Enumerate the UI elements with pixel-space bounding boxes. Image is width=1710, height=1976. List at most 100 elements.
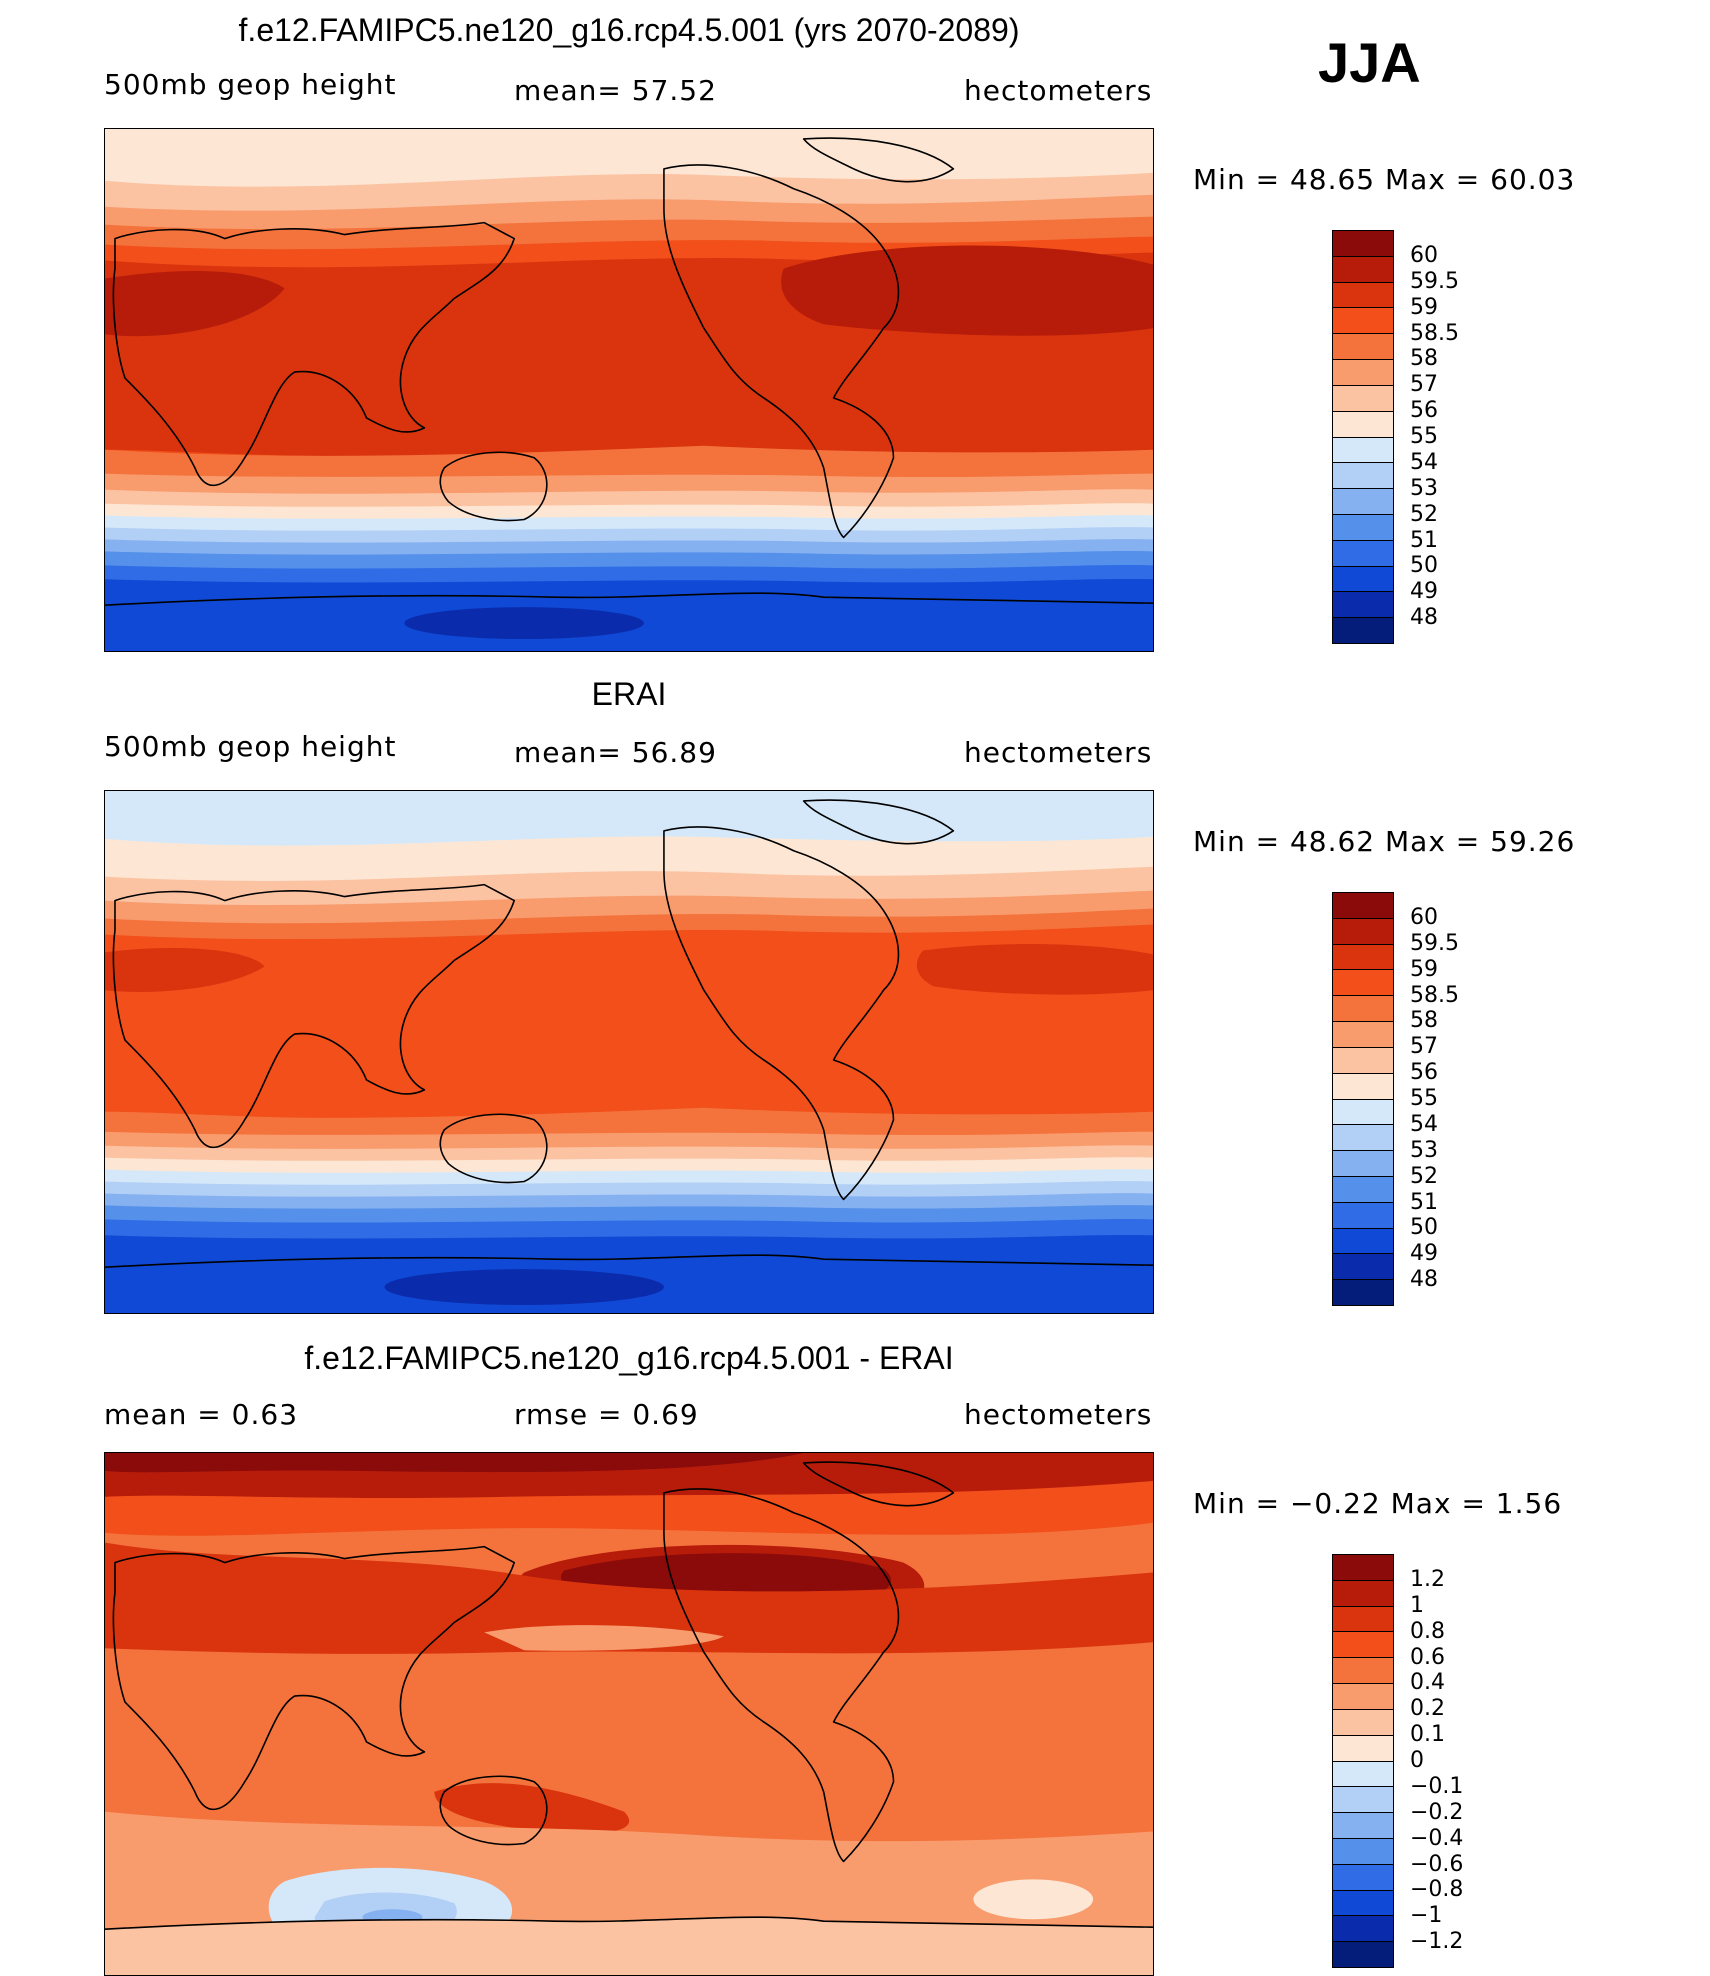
- colorbar-tick-label: 52: [1410, 1163, 1438, 1189]
- colorbar-tick-label: −0.6: [1410, 1851, 1464, 1877]
- colorbar-tick-label: 58.5: [1410, 320, 1459, 346]
- colorbar-swatch: [1333, 231, 1393, 256]
- colorbar-swatch: [1333, 359, 1393, 385]
- panel3-mean-label: mean = 0.63: [104, 1398, 299, 1431]
- panel3-title: f.e12.FAMIPC5.ne120_g16.rcp4.5.001 - ERA…: [304, 1340, 954, 1376]
- panel3-contour-field: [105, 1453, 1153, 1975]
- band-59.5-60-west: [105, 271, 285, 337]
- colorbar-swatch: [1333, 488, 1393, 514]
- colorbar-tick-label: −0.8: [1410, 1877, 1464, 1903]
- panel2-mean-label: mean= 56.89: [514, 736, 717, 769]
- south-49-50: [105, 578, 1153, 651]
- season-label: JJA: [1318, 31, 1421, 94]
- panel2-title: ERAI: [591, 676, 667, 712]
- panel1-colorbar: [1332, 230, 1394, 644]
- colorbar-tick-label: 56: [1410, 398, 1438, 424]
- colorbar-swatch: [1333, 436, 1393, 463]
- colorbar-tick-label: 59: [1410, 956, 1438, 982]
- band-0.2-0.4-pacific: [484, 1625, 724, 1651]
- colorbar-tick-label: 0.8: [1410, 1618, 1445, 1644]
- colorbar-swatch: [1333, 1555, 1393, 1580]
- south-48-49: [404, 607, 644, 640]
- colorbar-tick-label: 49: [1410, 579, 1438, 605]
- colorbar-swatch: [1333, 1734, 1393, 1761]
- band-0.8-1-midlat: [105, 1542, 1153, 1654]
- colorbar-swatch: [1333, 1124, 1393, 1151]
- coast-americas: [663, 1488, 900, 1863]
- colorbar-swatch: [1333, 1150, 1393, 1176]
- panel3-rmse-label: rmse = 0.69: [514, 1398, 699, 1431]
- colorbar-swatch: [1333, 1175, 1393, 1202]
- panel3-units-label: hectometers: [964, 1398, 1153, 1431]
- colorbar-tick-label: 0.4: [1410, 1670, 1445, 1696]
- colorbar-swatch: [1333, 513, 1393, 540]
- colorbar-swatch: [1333, 1046, 1393, 1073]
- band-gt-1.2-north: [105, 1453, 804, 1473]
- colorbar-tick-label: 59.5: [1410, 930, 1459, 956]
- colorbar-swatch: [1333, 1227, 1393, 1254]
- colorbar-tick-label: 50: [1410, 1215, 1438, 1241]
- panel3-minmax: Min = −0.22 Max = 1.56: [1193, 1487, 1563, 1520]
- south-48-49: [384, 1269, 664, 1306]
- colorbar-tick-label: 53: [1410, 475, 1438, 501]
- panel1-map: [104, 128, 1154, 652]
- colorbar-tick-label: 55: [1410, 1086, 1438, 1111]
- panel2-units-label: hectometers: [964, 736, 1153, 769]
- coast-antarctica: [105, 1254, 1153, 1268]
- coast-eurasia-africa: [112, 221, 516, 486]
- colorbar-swatch: [1333, 307, 1393, 334]
- colorbar-swatch: [1333, 591, 1393, 618]
- colorbar-swatch: [1333, 1201, 1393, 1228]
- colorbar-swatch: [1333, 333, 1393, 360]
- colorbar-swatch: [1333, 410, 1393, 437]
- panel2-minmax: Min = 48.62 Max = 59.26: [1193, 825, 1576, 858]
- panel2-colorbar-labels: 60 59.5 59 58.5 58 57 56 55 54 53 52 51 50 49 48: [1410, 892, 1510, 1306]
- colorbar-swatch: [1333, 384, 1393, 411]
- colorbar-tick-label: 54: [1410, 1111, 1438, 1137]
- colorbar-tick-label: 59.5: [1410, 268, 1459, 294]
- coast-antarctica: [105, 592, 1153, 606]
- coast-australia: [439, 1775, 548, 1846]
- panel2-colorbar: [1332, 892, 1394, 1306]
- colorbar-swatch: [1333, 617, 1393, 643]
- colorbar-swatch: [1333, 1837, 1393, 1864]
- colorbar-swatch: [1333, 255, 1393, 282]
- panel1-colorbar-labels: 60 59.5 59 58.5 58 57 56 55 54 53 52 51 50 49 48: [1410, 230, 1510, 644]
- colorbar-swatch: [1333, 1605, 1393, 1632]
- colorbar-swatch: [1333, 1098, 1393, 1125]
- colorbar-swatch: [1333, 1072, 1393, 1099]
- colorbar-tick-label: 0.2: [1410, 1696, 1445, 1722]
- band-59-59.5-east: [916, 944, 1153, 995]
- colorbar-tick-label: 48: [1410, 1267, 1438, 1293]
- colorbar-swatch: [1333, 281, 1393, 308]
- panel1-title: f.e12.FAMIPC5.ne120_g16.rcp4.5.001 (yrs …: [238, 12, 1020, 48]
- colorbar-swatch: [1333, 1708, 1393, 1735]
- colorbar-swatch: [1333, 1889, 1393, 1916]
- colorbar-swatch: [1333, 1579, 1393, 1606]
- coast-antarctica: [105, 1916, 1153, 1930]
- colorbar-swatch: [1333, 539, 1393, 566]
- colorbar-tick-label: 52: [1410, 501, 1438, 527]
- colorbar-swatch: [1333, 1021, 1393, 1047]
- colorbar-swatch: [1333, 1683, 1393, 1709]
- colorbar-swatch: [1333, 1941, 1393, 1967]
- colorbar-tick-label: 1: [1410, 1592, 1424, 1618]
- colorbar-tick-label: 48: [1410, 605, 1438, 631]
- coast-eurasia-africa: [112, 883, 516, 1148]
- colorbar-tick-label: 51: [1410, 527, 1438, 553]
- band-0.1-0.2-antarctic: [105, 1917, 1153, 1975]
- panel3-colorbar: [1332, 1554, 1394, 1968]
- colorbar-swatch: [1333, 917, 1393, 944]
- colorbar-tick-label: 51: [1410, 1189, 1438, 1215]
- coastlines: [105, 137, 1153, 606]
- colorbar-swatch: [1333, 1760, 1393, 1787]
- colorbar-tick-label: 54: [1410, 449, 1438, 475]
- band-0-0.1-south-atlantic: [973, 1879, 1094, 1920]
- colorbar-tick-label: 58: [1410, 1008, 1438, 1034]
- coast-eurasia-africa: [112, 1545, 516, 1810]
- band-58.5-59: [105, 924, 1153, 1119]
- coast-australia: [439, 1113, 548, 1184]
- panel3-map: [104, 1452, 1154, 1976]
- colorbar-swatch: [1333, 565, 1393, 592]
- colorbar-swatch: [1333, 1657, 1393, 1684]
